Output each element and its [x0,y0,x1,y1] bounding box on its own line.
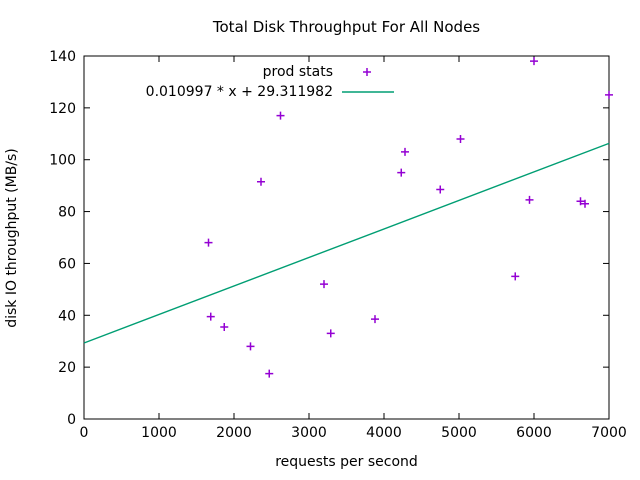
data-point-marker [265,369,274,378]
x-tick-label: 3000 [291,425,327,441]
data-point-marker [246,342,255,351]
plot-border [83,55,610,420]
x-tick-label: 4000 [366,425,402,441]
fit-line [83,142,610,344]
x-axis-label: requests per second [275,454,418,470]
y-tick-label: 60 [58,256,76,272]
data-point-marker [204,238,213,247]
x-tick-label: 2000 [216,425,252,441]
data-point-marker [257,177,265,186]
data-point-marker [401,147,409,156]
y-tick-label: 40 [58,308,76,324]
data-point-marker [326,329,335,338]
data-point-marker [581,199,589,208]
y-tick-label: 120 [49,101,76,117]
chart-title: Total Disk Throughput For All Nodes [212,18,481,36]
y-tick-label: 20 [58,360,76,376]
legend-label-fit-equation: 0.010997 * x + 29.311982 [145,84,333,100]
y-tick-label: 0 [67,412,76,428]
y-tick-label: 100 [49,153,76,169]
x-tick-label: 0 [80,425,89,441]
y-tick-label: 140 [49,49,76,65]
data-point-marker [436,185,445,194]
data-point-marker [525,195,534,204]
data-point-marker [605,90,613,99]
legend-point-marker-sample [363,68,371,76]
data-point-marker [320,280,328,289]
data-point-marker [397,168,406,177]
data-point-marker [511,272,520,281]
x-tick-label: 5000 [441,425,477,441]
data-point-marker [206,312,215,321]
data-point-marker [530,57,538,66]
data-point-marker [456,134,465,143]
legend-label-prod-stats: prod stats [262,64,333,80]
x-tick-label: 6000 [516,425,552,441]
x-tick-label: 1000 [141,425,177,441]
x-tick-label: 7000 [591,425,627,441]
data-point-marker [276,111,285,120]
data-point-marker [576,197,585,206]
data-point-marker [220,322,229,331]
y-tick-label: 80 [58,205,76,221]
data-point-marker [371,315,379,324]
